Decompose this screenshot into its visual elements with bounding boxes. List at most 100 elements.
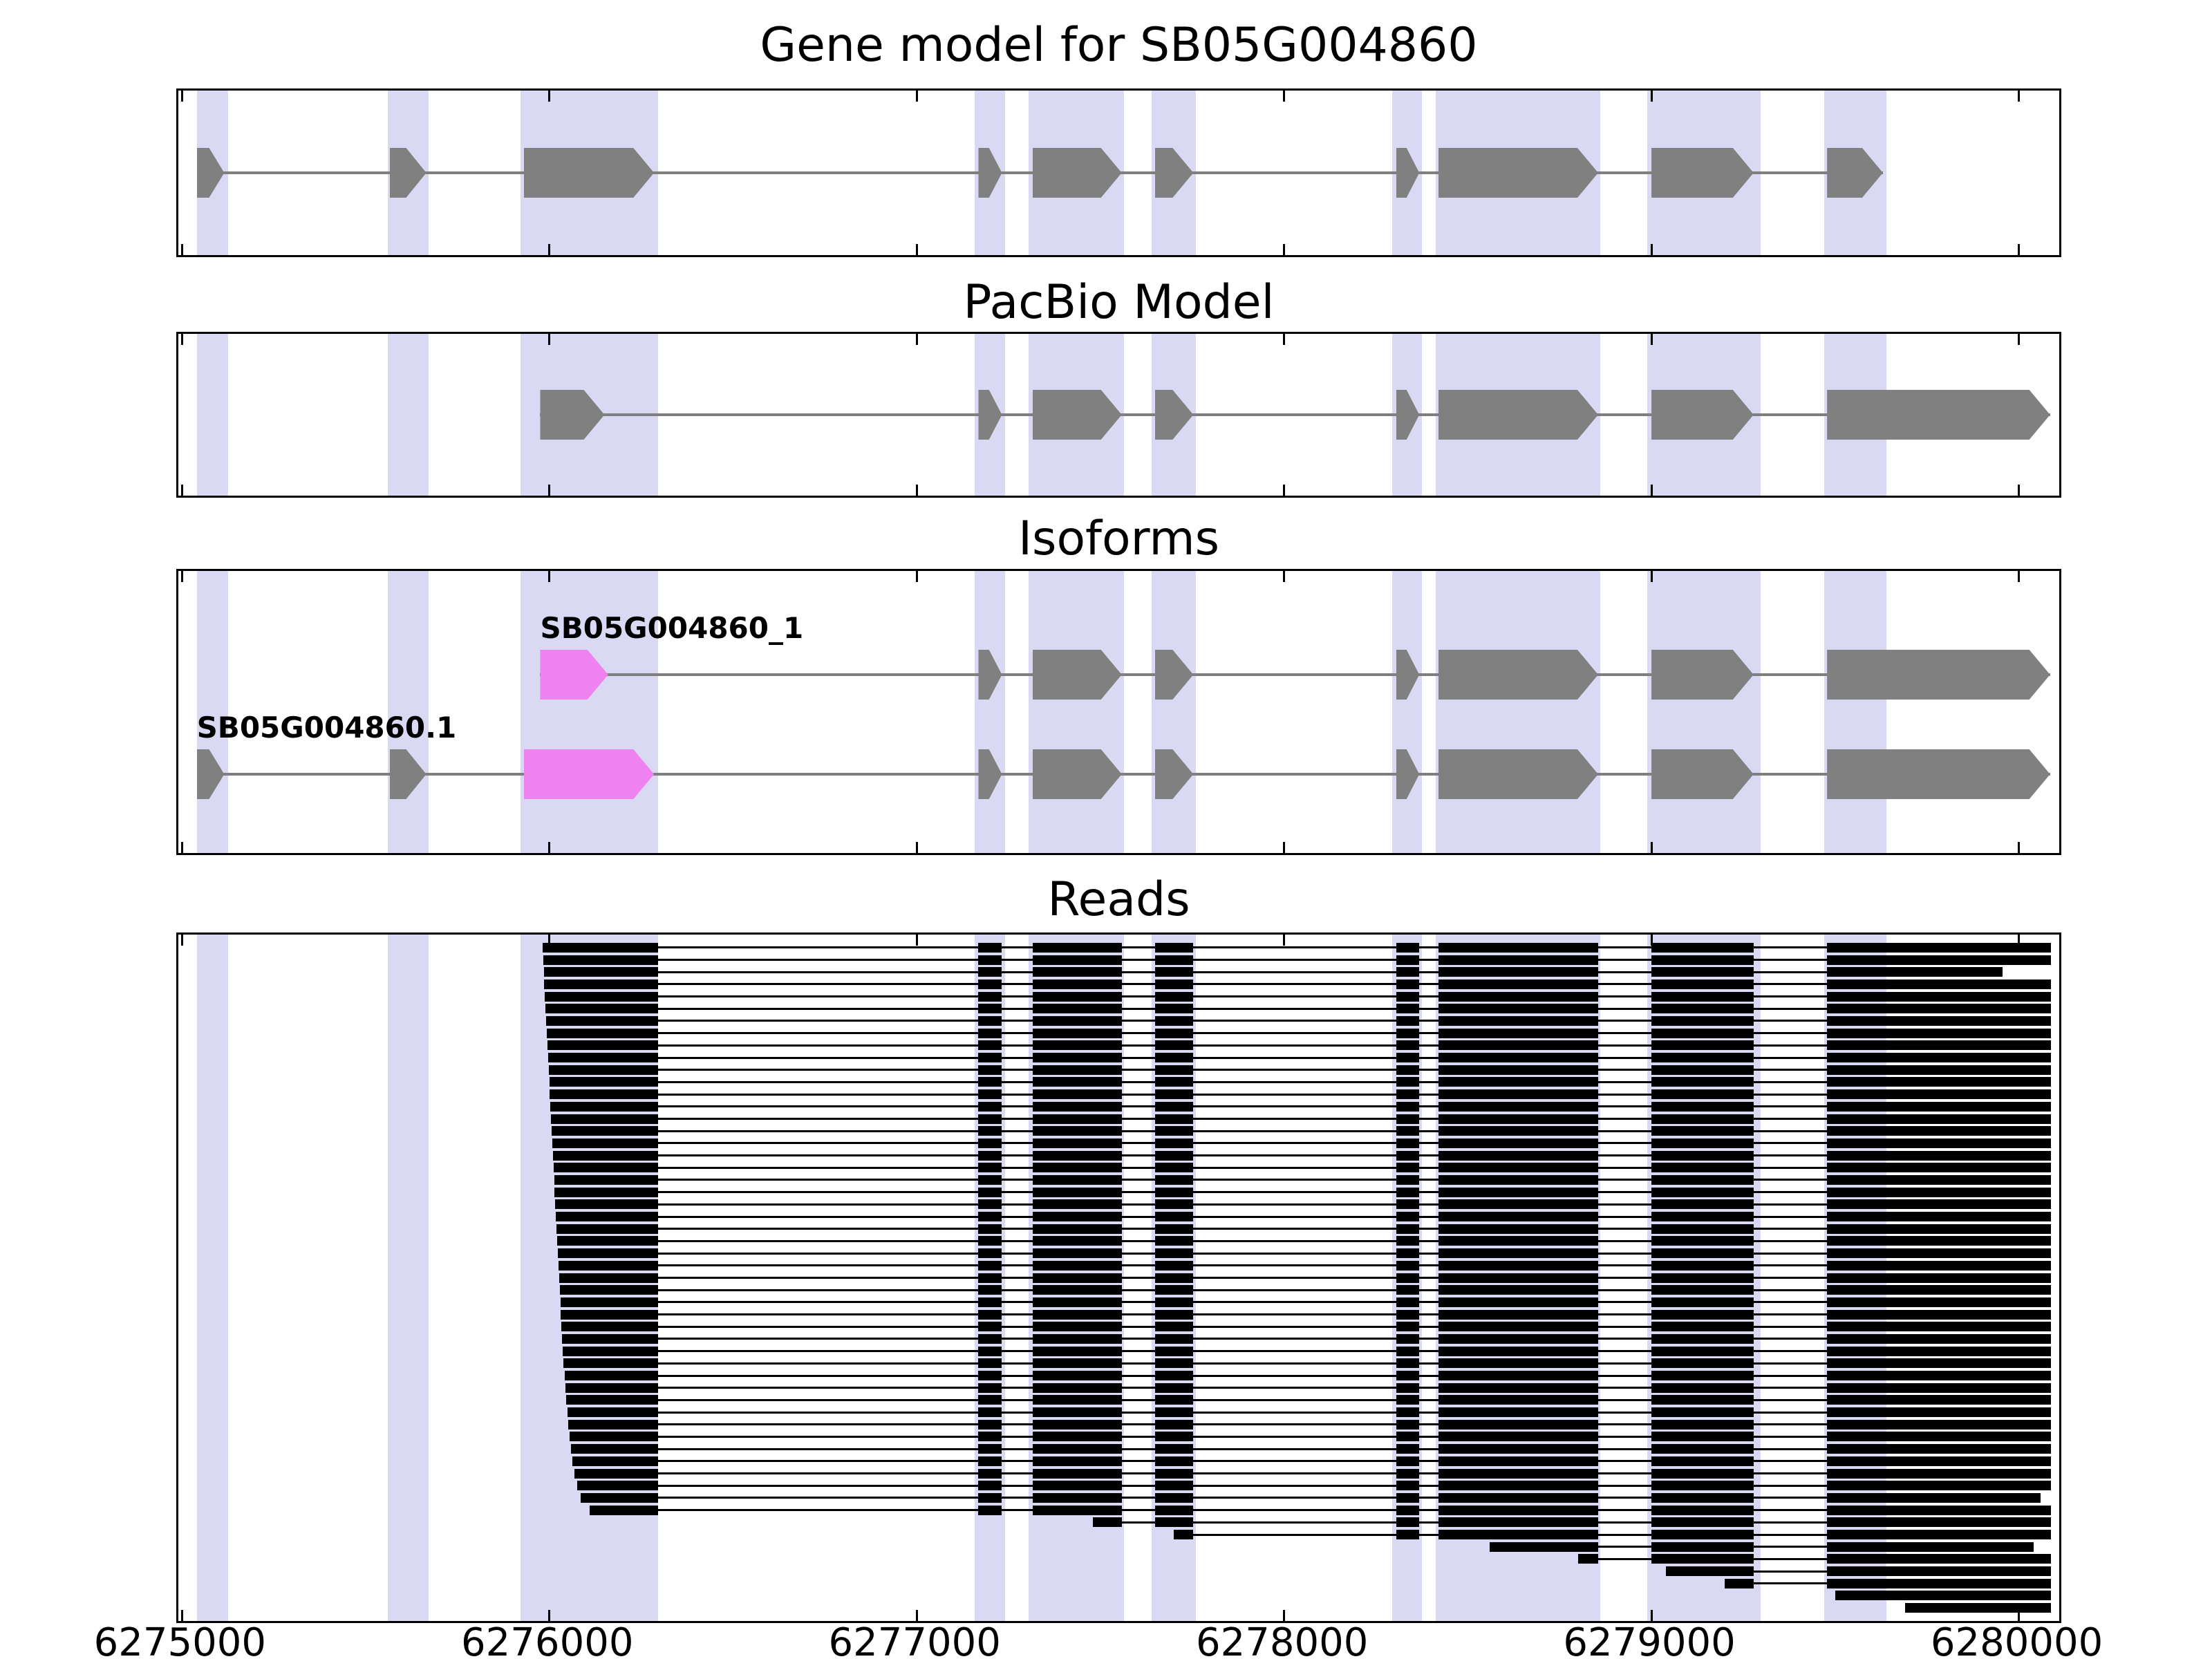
read-exon-block [1827, 1187, 2052, 1197]
read-exon-block [1396, 1444, 1420, 1454]
read-exon-block [1651, 1419, 1754, 1430]
read-exon-block [1154, 1468, 1194, 1479]
read-exon-block [1438, 1468, 1599, 1479]
read-exon-block [1651, 1077, 1754, 1087]
exon [1651, 390, 1754, 440]
read-exon-block [1438, 1138, 1599, 1148]
read-exon-block [1154, 1004, 1194, 1014]
read-exon-block [1032, 1150, 1122, 1161]
read-exon-block [1651, 1285, 1754, 1295]
read-exon-block [1651, 1468, 1754, 1479]
read-exon-block [1396, 1187, 1420, 1197]
exon [1827, 650, 2050, 700]
read-line [543, 959, 2052, 962]
read-line [554, 1179, 2052, 1181]
read-exon-block [1827, 1432, 2052, 1442]
read-exon-block [580, 1492, 658, 1503]
read-exon-block [1154, 991, 1194, 1002]
read-exon-block [1438, 1150, 1599, 1161]
axis-tick-mark [180, 334, 183, 345]
read-exon-block [978, 1309, 1002, 1320]
read-line [563, 1362, 2052, 1365]
read-line [561, 1313, 2052, 1316]
read-exon-block [1396, 1163, 1420, 1173]
read-exon-block [1438, 942, 1599, 953]
read-exon-block [1032, 1407, 1122, 1418]
axis-tick-mark [548, 842, 551, 853]
read-exon-block [1651, 1260, 1754, 1271]
read-exon-block [1827, 1248, 2052, 1259]
x-tick-label: 6277000 [828, 1620, 1001, 1659]
axis-tick-mark [2018, 334, 2021, 345]
read-line [552, 1154, 2052, 1157]
read-exon-block [1438, 1077, 1599, 1087]
x-tick-label: 6276000 [461, 1620, 634, 1659]
read-exon-block [564, 1371, 658, 1381]
read-exon-block [1904, 1603, 2052, 1613]
read-exon-block [978, 1382, 1002, 1393]
read-exon-block [1827, 1530, 2052, 1539]
read-exon-block [1032, 1371, 1122, 1381]
read-line [561, 1325, 2052, 1328]
read-exon-block [1032, 1481, 1122, 1491]
read-exon-block [1032, 1358, 1122, 1369]
read-exon-block [1651, 1163, 1754, 1173]
read-exon-block [1396, 1101, 1420, 1112]
read-exon-block [1154, 1432, 1194, 1442]
read-exon-block [1154, 1224, 1194, 1234]
read-exon-block [1032, 1333, 1122, 1344]
read-exon-block [1396, 979, 1420, 989]
read-exon-block [1396, 1053, 1420, 1063]
read-exon-block [978, 1358, 1002, 1369]
read-exon-block [1651, 1322, 1754, 1332]
read-exon-block [1032, 1053, 1122, 1063]
read-exon-block [552, 1138, 658, 1148]
read-exon-block [978, 955, 1002, 965]
read-exon-block [1396, 1530, 1420, 1539]
read-exon-block [978, 1371, 1002, 1381]
read-exon-block [1032, 1212, 1122, 1222]
read-exon-block [1154, 1333, 1194, 1344]
read-exon-block [548, 1065, 658, 1075]
read-exon-block [978, 1273, 1002, 1283]
read-line [545, 1020, 2052, 1022]
read-exon-block [566, 1395, 658, 1405]
read-exon-block [1396, 1015, 1420, 1026]
read-exon-block [1827, 991, 2052, 1002]
read-exon-block [1438, 1371, 1599, 1381]
read-line [564, 1374, 2052, 1377]
read-line [566, 1398, 2052, 1401]
read-exon-block [1438, 1028, 1599, 1038]
read-exon-block [1032, 1187, 1122, 1197]
highlight-band [387, 935, 429, 1621]
read-exon-block [1154, 1163, 1194, 1173]
read-exon-block [1827, 1077, 2052, 1087]
read-exon-block [1032, 1114, 1122, 1124]
read-exon-block [547, 1028, 658, 1038]
read-exon-block [1396, 1077, 1420, 1087]
read-line [543, 946, 2052, 949]
read-exon-block [555, 1199, 658, 1210]
exon [1032, 749, 1122, 799]
pacbio-model-title: PacBio Model [963, 275, 1275, 330]
highlight-band [387, 334, 429, 496]
read-exon-block [1032, 1322, 1122, 1332]
read-exon-block [1827, 1273, 2052, 1283]
read-exon-block [1438, 1358, 1599, 1369]
read-line [556, 1215, 2052, 1218]
read-line [547, 1056, 2052, 1059]
read-exon-block [1032, 1297, 1122, 1307]
read-exon-block [574, 1468, 658, 1479]
read-exon-block [1396, 1346, 1420, 1356]
read-exon-block [1032, 1199, 1122, 1210]
read-exon-block [561, 1309, 658, 1320]
read-exon-block [1438, 991, 1599, 1002]
highlight-band [1647, 571, 1761, 853]
read-exon-block [1154, 1150, 1194, 1161]
read-exon-block [1032, 1346, 1122, 1356]
read-exon-block [562, 1333, 658, 1344]
read-exon-block [569, 1432, 658, 1442]
axis-tick-mark [548, 935, 551, 946]
read-exon-block [1651, 991, 1754, 1002]
read-line [551, 1130, 2052, 1132]
